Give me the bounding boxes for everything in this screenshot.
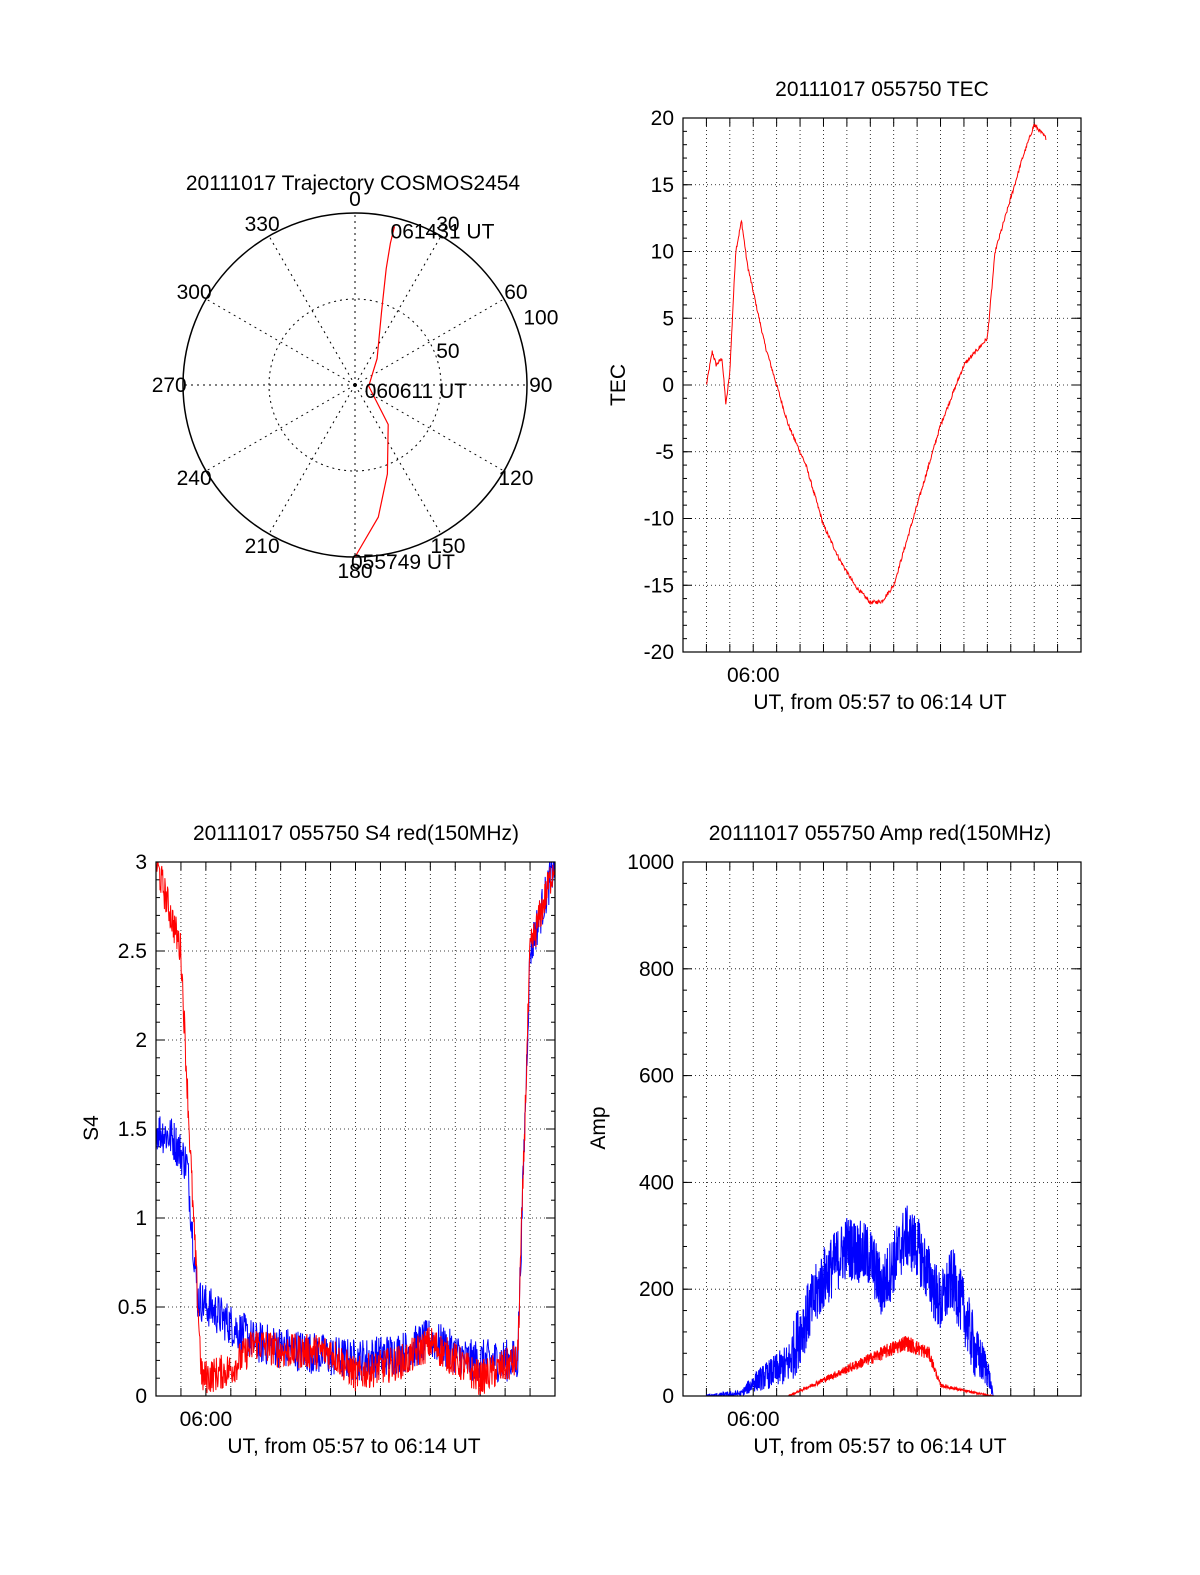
red-series-line <box>156 862 555 1395</box>
y-tick-label: 0 <box>135 1385 147 1408</box>
red-series-line <box>705 123 1047 605</box>
y-tick-label: -15 <box>644 574 674 597</box>
s4-title: 20111017 055750 S4 red(150MHz) <box>193 822 519 845</box>
azimuth-label: 300 <box>177 281 212 304</box>
azimuth-spoke <box>354 298 505 386</box>
radius-label: 50 <box>436 340 459 363</box>
tec-ylabel: TEC <box>607 364 630 406</box>
azimuth-label: 120 <box>498 467 533 490</box>
y-tick-label: 20 <box>651 107 674 130</box>
azimuth-label: 60 <box>504 281 527 304</box>
amp-plot: 0 200 400 600 800 1000 06:00 <box>627 851 1082 1431</box>
azimuth-label: 330 <box>245 213 280 236</box>
y-tick-label: 0.5 <box>118 1296 147 1319</box>
y-tick-label: 0 <box>662 1385 674 1408</box>
y-tick-label: -5 <box>655 441 674 464</box>
azimuth-spoke <box>268 235 356 386</box>
s4-ylabel: S4 <box>80 1115 103 1141</box>
y-tick-label: 10 <box>651 241 674 264</box>
azimuth-spoke <box>354 235 442 386</box>
azimuth-label: 240 <box>177 467 212 490</box>
azimuth-spoke <box>205 298 356 386</box>
amp-panel: 20111017 055750 Amp red(150MHz) Amp UT, … <box>587 822 1082 1458</box>
s4-plot: 0 0.5 1 1.5 2 2.5 3 06:00 <box>118 851 556 1431</box>
y-tick-label: 600 <box>639 1065 674 1088</box>
trajectory-title: 20111017 Trajectory COSMOS2454 <box>186 172 521 195</box>
s4-panel: 20111017 055750 S4 red(150MHz) S4 UT, fr… <box>80 822 556 1458</box>
y-tick-label: 2 <box>135 1029 147 1052</box>
tec-title: 20111017 055750 TEC <box>775 78 989 101</box>
amp-ylabel: Amp <box>587 1106 610 1149</box>
tec-panel: 20111017 055750 TEC TEC UT, from 05:57 t… <box>607 78 1082 714</box>
azimuth-spoke <box>268 384 356 535</box>
time-annotation: 060611 UT <box>365 380 468 403</box>
y-tick-label: 400 <box>639 1171 674 1194</box>
y-tick-label: 1.5 <box>118 1118 147 1141</box>
polar-labels: 0 30 60 90 120 150 180 210 240 270 300 330 50 100 0614… <box>152 188 559 583</box>
y-tick-label: 0 <box>662 374 674 397</box>
plot-frame <box>155 861 556 1397</box>
plot-frame <box>682 861 1082 1397</box>
y-tick-label: 2.5 <box>118 940 147 963</box>
azimuth-label: 270 <box>152 374 187 397</box>
azimuth-label: 210 <box>245 535 280 558</box>
x-tick-label: 06:00 <box>727 1408 780 1431</box>
trajectory-line <box>354 226 396 558</box>
y-tick-label: 3 <box>135 851 147 874</box>
y-tick-label: 200 <box>639 1278 674 1301</box>
amp-title: 20111017 055750 Amp red(150MHz) <box>709 822 1051 845</box>
red-series-line <box>706 1335 1081 1396</box>
y-tick-label: 5 <box>662 307 674 330</box>
time-annotation: 061431 UT <box>391 220 495 243</box>
s4-xlabel: UT, from 05:57 to 06:14 UT <box>227 1435 480 1458</box>
y-tick-label: 800 <box>639 958 674 981</box>
tec-plot: -20 -15 -10 -5 0 5 10 15 20 06:00 <box>644 107 1082 687</box>
polar-grid <box>182 212 528 558</box>
blue-series-line <box>156 862 555 1383</box>
blue-series-line <box>705 1205 1081 1396</box>
azimuth-label: 0 <box>349 188 361 211</box>
y-tick-label: -20 <box>644 641 674 664</box>
azimuth-label: 180 <box>337 560 372 583</box>
y-tick-label: 15 <box>651 174 674 197</box>
time-annotation: 055749 UT <box>351 551 455 574</box>
azimuth-spoke <box>354 384 505 472</box>
tec-xlabel: UT, from 05:57 to 06:14 UT <box>753 691 1006 714</box>
azimuth-spoke <box>354 384 442 535</box>
amp-xlabel: UT, from 05:57 to 06:14 UT <box>753 1435 1006 1458</box>
polar-series <box>354 226 396 558</box>
x-tick-label: 06:00 <box>727 664 780 687</box>
y-tick-label: -10 <box>644 508 674 531</box>
azimuth-label: 150 <box>430 535 465 558</box>
azimuth-label: 30 <box>436 213 459 236</box>
x-tick-label: 06:00 <box>180 1408 233 1431</box>
plot-frame <box>682 117 1082 653</box>
azimuth-label: 90 <box>529 374 552 397</box>
azimuth-spoke <box>205 384 356 472</box>
radius-label: 100 <box>523 306 558 329</box>
trajectory-panel: 20111017 Trajectory COSMOS2454 0 30 60 90 12… <box>152 172 559 583</box>
y-tick-label: 1000 <box>627 851 674 874</box>
y-tick-label: 1 <box>135 1207 147 1230</box>
